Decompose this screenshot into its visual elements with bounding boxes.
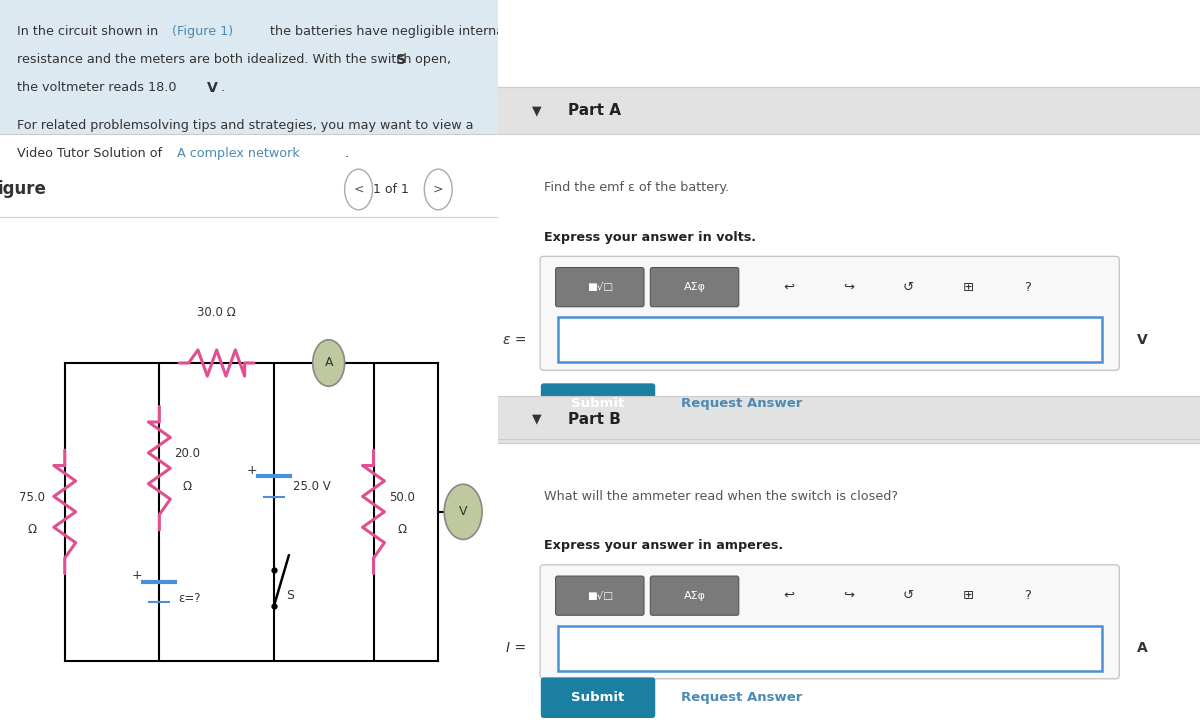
Text: (Figure 1): (Figure 1) [172, 25, 233, 38]
Text: A complex network: A complex network [176, 147, 300, 160]
FancyBboxPatch shape [540, 256, 1120, 370]
Text: ⊞: ⊞ [962, 281, 974, 293]
Text: >: > [433, 183, 444, 196]
FancyBboxPatch shape [498, 0, 1200, 87]
Text: ⊞: ⊞ [962, 590, 974, 602]
Text: Request Answer: Request Answer [680, 397, 802, 410]
Text: I =: I = [506, 641, 526, 656]
Text: ΑΣφ: ΑΣφ [684, 282, 706, 292]
FancyBboxPatch shape [498, 0, 1200, 726]
FancyBboxPatch shape [498, 396, 1200, 443]
Text: S: S [396, 53, 406, 67]
Text: ▼: ▼ [532, 105, 541, 117]
Text: 25.0 V: 25.0 V [293, 480, 330, 493]
Text: A: A [324, 356, 332, 370]
Text: Submit: Submit [571, 397, 625, 410]
Text: V: V [206, 81, 217, 94]
Text: .: . [221, 81, 224, 94]
Text: +: + [246, 464, 257, 477]
Text: What will the ammeter read when the switch is closed?: What will the ammeter read when the swit… [544, 490, 898, 503]
FancyBboxPatch shape [558, 317, 1102, 362]
Text: 75.0: 75.0 [19, 491, 46, 504]
Text: open,: open, [410, 53, 451, 66]
Text: ε=?: ε=? [179, 592, 200, 605]
Text: S: S [287, 589, 294, 602]
Text: Express your answer in amperes.: Express your answer in amperes. [544, 539, 782, 552]
Text: ■√□: ■√□ [587, 591, 613, 600]
Text: Ω: Ω [182, 480, 191, 493]
Text: 30.0 Ω: 30.0 Ω [197, 306, 236, 319]
FancyBboxPatch shape [0, 134, 498, 726]
Text: ΑΣφ: ΑΣφ [684, 591, 706, 600]
FancyBboxPatch shape [541, 383, 655, 424]
Circle shape [313, 340, 344, 386]
Text: ↩: ↩ [784, 281, 794, 293]
Text: Find the emf ε of the battery.: Find the emf ε of the battery. [544, 182, 728, 195]
Text: Express your answer in volts.: Express your answer in volts. [544, 231, 756, 244]
Text: 50.0: 50.0 [390, 491, 415, 504]
Text: <: < [353, 183, 364, 196]
Text: the voltmeter reads 18.0: the voltmeter reads 18.0 [18, 81, 181, 94]
Text: In the circuit shown in: In the circuit shown in [18, 25, 163, 38]
Text: Ω: Ω [28, 523, 37, 537]
Text: Video Tutor Solution of: Video Tutor Solution of [18, 147, 167, 160]
Text: ▼: ▼ [532, 413, 541, 425]
FancyBboxPatch shape [556, 268, 644, 307]
Text: Request Answer: Request Answer [680, 691, 802, 704]
Text: Ω: Ω [398, 523, 407, 537]
FancyBboxPatch shape [650, 268, 739, 307]
Text: ■√□: ■√□ [587, 282, 613, 292]
Text: 1 of 1: 1 of 1 [373, 183, 409, 196]
Text: Part A: Part A [569, 103, 622, 118]
Text: Part B: Part B [569, 412, 622, 427]
FancyBboxPatch shape [0, 0, 498, 134]
Circle shape [444, 484, 482, 539]
Text: ↺: ↺ [904, 281, 914, 293]
Text: A: A [1136, 641, 1147, 656]
FancyBboxPatch shape [498, 87, 1200, 134]
Text: V: V [1136, 333, 1147, 347]
Text: 20.0: 20.0 [174, 447, 199, 460]
FancyBboxPatch shape [558, 626, 1102, 671]
FancyBboxPatch shape [498, 134, 1200, 439]
Text: ↺: ↺ [904, 590, 914, 602]
Text: resistance and the meters are both idealized. With the switch: resistance and the meters are both ideal… [18, 53, 416, 66]
Text: Submit: Submit [571, 691, 625, 704]
Text: V: V [458, 505, 467, 518]
FancyBboxPatch shape [650, 576, 739, 616]
Text: +: + [132, 569, 143, 582]
Text: ?: ? [1025, 281, 1032, 293]
Text: .: . [346, 147, 349, 160]
Text: ↪: ↪ [844, 590, 854, 602]
Text: the batteries have negligible internal: the batteries have negligible internal [266, 25, 508, 38]
Text: ↩: ↩ [784, 590, 794, 602]
Text: igure: igure [0, 181, 47, 198]
FancyBboxPatch shape [540, 565, 1120, 679]
Text: ↪: ↪ [844, 281, 854, 293]
Circle shape [425, 169, 452, 210]
Text: For related problemsolving tips and strategies, you may want to view a: For related problemsolving tips and stra… [18, 119, 474, 132]
Text: ε =: ε = [503, 333, 526, 347]
FancyBboxPatch shape [556, 576, 644, 616]
FancyBboxPatch shape [541, 677, 655, 718]
Circle shape [344, 169, 372, 210]
Text: ?: ? [1025, 590, 1032, 602]
FancyBboxPatch shape [498, 443, 1200, 726]
